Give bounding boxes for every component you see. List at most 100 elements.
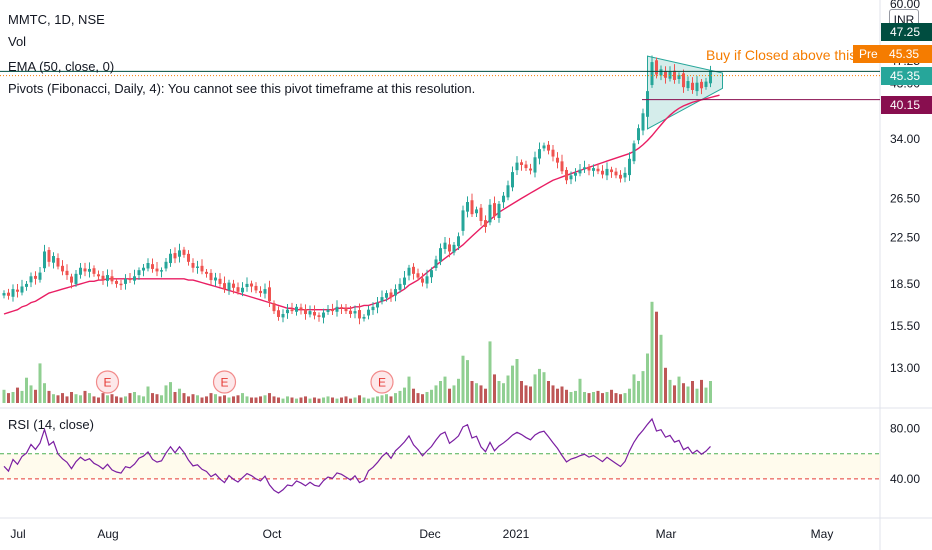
candle-body	[79, 267, 82, 275]
volume-bar	[632, 374, 636, 403]
volume-bar	[506, 375, 510, 403]
volume-bar	[673, 385, 676, 403]
volume-bar	[70, 392, 73, 403]
volume-bar	[650, 301, 654, 403]
candle-body	[547, 144, 550, 151]
volume-bar	[182, 393, 186, 403]
candle-body	[182, 249, 186, 255]
candle-body	[173, 253, 177, 259]
candle-body	[7, 292, 10, 296]
earnings-marker[interactable]: E	[212, 370, 237, 394]
candle-body	[515, 162, 519, 171]
candle-body	[434, 259, 438, 268]
candle-body	[700, 81, 703, 89]
volume-bar	[43, 383, 46, 403]
candle-body	[524, 164, 528, 169]
volume-bar	[565, 389, 568, 403]
volume-bar	[556, 388, 559, 403]
candle-body	[295, 306, 298, 312]
volume-bar	[205, 396, 208, 403]
volume-bar	[259, 396, 262, 403]
symbol-legend[interactable]: MMTC, 1D, NSE	[8, 12, 105, 27]
time-axis[interactable]: Jul Aug Oct Dec 2021 Mar May	[10, 527, 833, 541]
earnings-marker[interactable]: E	[370, 370, 394, 394]
volume-bar	[443, 376, 447, 403]
candle-body	[385, 293, 388, 298]
volume-bar	[488, 341, 492, 403]
buy-annotation[interactable]: Buy if Closed above this	[706, 47, 854, 63]
pivots-legend[interactable]: Pivots (Fibonacci, Daily, 4): You cannot…	[8, 81, 476, 96]
candle-body	[34, 275, 37, 279]
pre-label: Pre	[859, 47, 878, 61]
candlesticks	[2, 55, 712, 325]
candle-body	[641, 113, 645, 131]
candle-body	[533, 157, 537, 173]
volume-bar	[20, 390, 24, 403]
ema-legend[interactable]: EMA (50, close, 0)	[8, 59, 115, 74]
volume-bar	[268, 393, 271, 403]
price-tick-label: 34.00	[890, 132, 920, 146]
volume-bar	[178, 388, 181, 403]
volume-bar	[250, 397, 253, 403]
volume-bar	[362, 397, 366, 403]
candle-body	[619, 174, 622, 179]
volume-bar	[385, 394, 388, 403]
pre-market-tag: Pre 45.35	[853, 45, 932, 63]
rsi-legend[interactable]: RSI (14, close)	[8, 417, 94, 432]
volume-bar	[461, 355, 465, 403]
volume-bar	[668, 379, 672, 403]
volume-bar	[623, 393, 627, 403]
volume-bar	[56, 395, 60, 403]
volume-bar	[628, 388, 631, 403]
volume-bar	[466, 360, 469, 403]
candle-body	[371, 306, 375, 311]
candle-body	[29, 276, 33, 283]
volume-bar	[421, 394, 424, 403]
volume-bar	[119, 397, 123, 403]
candle-body	[484, 220, 487, 227]
volume-bar	[155, 394, 159, 403]
volume-bar	[304, 396, 307, 403]
earnings-marker[interactable]: E	[95, 370, 120, 394]
time-tick-label: Mar	[656, 527, 677, 541]
volume-legend[interactable]: Vol	[8, 34, 27, 49]
volume-bar	[263, 395, 267, 403]
volume-bar	[533, 374, 537, 403]
volume-bar	[470, 381, 474, 403]
candle-body	[637, 128, 640, 141]
price-tick-label: 22.50	[890, 230, 920, 244]
earnings-circle	[95, 370, 120, 394]
candle-body	[214, 277, 217, 281]
candle-body	[583, 167, 586, 170]
candle-body	[682, 73, 685, 88]
candle-body	[16, 289, 19, 292]
candle-body	[520, 162, 523, 165]
candle-body	[133, 276, 136, 281]
volume-bar	[340, 397, 343, 403]
volume-bar	[601, 393, 604, 403]
volume-bar	[308, 398, 312, 403]
candle-body	[488, 204, 492, 223]
candle-body	[529, 168, 532, 171]
candle-body	[299, 307, 303, 310]
candle-body	[160, 270, 163, 272]
volume-bar	[605, 392, 609, 403]
candle-body	[263, 289, 267, 294]
candle-body	[52, 256, 55, 263]
price-tick-label: 26.50	[890, 191, 920, 205]
volume-bar	[160, 395, 163, 403]
rsi-band-fill	[0, 453, 880, 479]
volume-bar	[655, 311, 658, 403]
volume-bar	[583, 392, 586, 403]
candle-body	[592, 168, 595, 171]
volume-bar	[200, 397, 204, 403]
volume-bar	[227, 397, 231, 403]
candle-body	[502, 195, 505, 203]
rsi-tick-label: 40.00	[890, 472, 920, 486]
candle-body	[470, 200, 474, 215]
time-tick-label: Dec	[419, 527, 440, 541]
candle-body	[277, 310, 280, 317]
candle-body	[146, 262, 150, 269]
